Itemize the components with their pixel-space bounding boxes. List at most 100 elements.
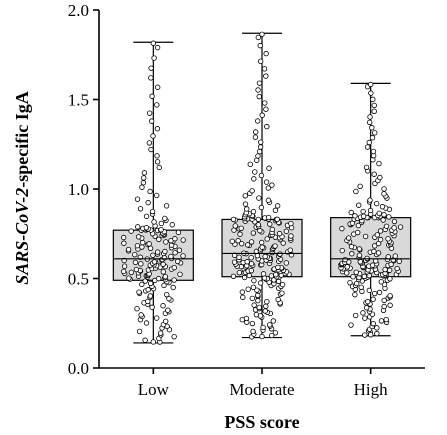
data-point — [353, 269, 359, 275]
data-point — [378, 279, 384, 285]
data-point — [169, 222, 175, 228]
data-point — [378, 318, 385, 324]
data-point — [238, 225, 244, 232]
data-point — [262, 253, 268, 260]
data-point — [272, 207, 279, 214]
data-point — [147, 293, 154, 299]
data-point — [151, 259, 158, 265]
data-point — [137, 206, 144, 212]
data-point — [391, 218, 398, 225]
data-point — [366, 139, 372, 146]
box-group-high — [330, 81, 412, 338]
data-point — [163, 203, 170, 209]
data-point — [258, 139, 264, 145]
data-point — [370, 96, 376, 103]
data-point — [265, 214, 272, 221]
data-point — [347, 279, 353, 286]
data-point — [269, 226, 275, 233]
data-point — [236, 269, 243, 276]
data-point — [175, 258, 181, 265]
data-point — [381, 303, 387, 310]
data-point — [385, 236, 391, 242]
data-point — [360, 208, 366, 215]
data-point — [256, 93, 262, 100]
data-point — [146, 140, 153, 146]
data-point — [276, 230, 283, 237]
data-point — [269, 182, 275, 188]
x-tick-label: Low — [138, 380, 170, 399]
data-point — [171, 277, 177, 283]
data-point — [376, 210, 382, 217]
data-point — [371, 171, 377, 177]
data-point — [252, 169, 258, 175]
data-point — [230, 216, 237, 223]
data-point — [356, 202, 362, 208]
data-point — [377, 228, 384, 234]
data-point — [249, 320, 256, 327]
data-point — [142, 337, 148, 343]
data-point — [268, 273, 275, 279]
data-point — [367, 119, 373, 126]
data-point — [139, 239, 146, 246]
data-point — [374, 330, 380, 337]
data-point — [256, 80, 263, 86]
data-point — [143, 213, 150, 220]
data-point — [260, 271, 267, 277]
data-point — [274, 216, 280, 223]
data-point — [348, 209, 354, 216]
data-point — [374, 232, 381, 238]
data-point — [392, 253, 398, 259]
data-point — [250, 208, 257, 215]
data-point — [136, 328, 143, 335]
data-point — [154, 126, 161, 132]
data-point — [254, 287, 260, 293]
data-point — [260, 324, 266, 331]
data-point — [143, 320, 150, 326]
y-tick-label: 2.0 — [68, 1, 89, 20]
data-point — [149, 93, 155, 99]
data-point — [370, 320, 376, 327]
data-point — [244, 242, 251, 248]
data-point — [371, 108, 377, 114]
data-point — [383, 316, 389, 323]
data-point — [259, 244, 265, 250]
data-point — [180, 253, 186, 259]
data-point — [256, 148, 263, 155]
data-point — [245, 286, 251, 292]
data-point — [235, 238, 241, 244]
data-point — [352, 213, 358, 219]
data-point — [372, 130, 378, 136]
box-group-low — [112, 40, 194, 345]
data-point — [344, 264, 350, 270]
data-point — [374, 325, 380, 331]
data-point — [255, 222, 262, 228]
data-point — [249, 188, 255, 194]
data-point — [362, 233, 369, 240]
data-point — [147, 280, 154, 287]
data-point — [139, 281, 145, 288]
data-point — [125, 246, 132, 253]
data-point — [251, 176, 257, 182]
data-point — [257, 280, 264, 286]
data-point — [369, 125, 375, 131]
data-point — [238, 240, 245, 247]
data-point — [138, 261, 144, 267]
data-point — [257, 42, 263, 49]
data-point — [248, 267, 255, 274]
data-point — [267, 221, 273, 227]
data-point — [145, 298, 151, 305]
data-point — [164, 291, 170, 298]
data-point — [250, 230, 257, 236]
data-point — [132, 259, 139, 266]
data-point — [176, 247, 183, 253]
y-tick-label: 0.5 — [68, 270, 89, 289]
data-point — [251, 302, 257, 308]
data-point — [175, 229, 182, 236]
data-point — [350, 274, 356, 280]
data-point — [231, 259, 238, 265]
data-point — [241, 274, 248, 281]
data-point — [165, 307, 171, 313]
data-point — [356, 252, 363, 258]
data-point — [255, 216, 262, 223]
